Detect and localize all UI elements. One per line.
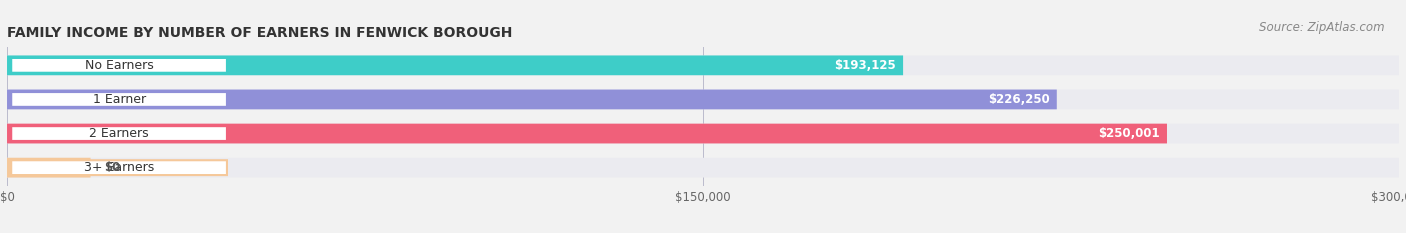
FancyBboxPatch shape <box>11 160 226 175</box>
FancyBboxPatch shape <box>7 55 1399 75</box>
Text: $0: $0 <box>104 161 121 174</box>
FancyBboxPatch shape <box>7 124 1399 144</box>
Text: FAMILY INCOME BY NUMBER OF EARNERS IN FENWICK BOROUGH: FAMILY INCOME BY NUMBER OF EARNERS IN FE… <box>7 26 512 40</box>
FancyBboxPatch shape <box>7 89 1399 109</box>
FancyBboxPatch shape <box>11 58 226 73</box>
FancyBboxPatch shape <box>7 89 1057 109</box>
Text: No Earners: No Earners <box>84 59 153 72</box>
Text: 2 Earners: 2 Earners <box>89 127 149 140</box>
Text: 3+ Earners: 3+ Earners <box>84 161 155 174</box>
Text: $250,001: $250,001 <box>1098 127 1160 140</box>
FancyBboxPatch shape <box>11 92 226 107</box>
FancyBboxPatch shape <box>7 124 1167 144</box>
FancyBboxPatch shape <box>7 158 1399 178</box>
Text: $226,250: $226,250 <box>988 93 1050 106</box>
Text: Source: ZipAtlas.com: Source: ZipAtlas.com <box>1260 21 1385 34</box>
Text: 1 Earner: 1 Earner <box>93 93 146 106</box>
Text: $193,125: $193,125 <box>834 59 896 72</box>
FancyBboxPatch shape <box>7 158 90 178</box>
FancyBboxPatch shape <box>7 55 903 75</box>
FancyBboxPatch shape <box>11 126 226 141</box>
